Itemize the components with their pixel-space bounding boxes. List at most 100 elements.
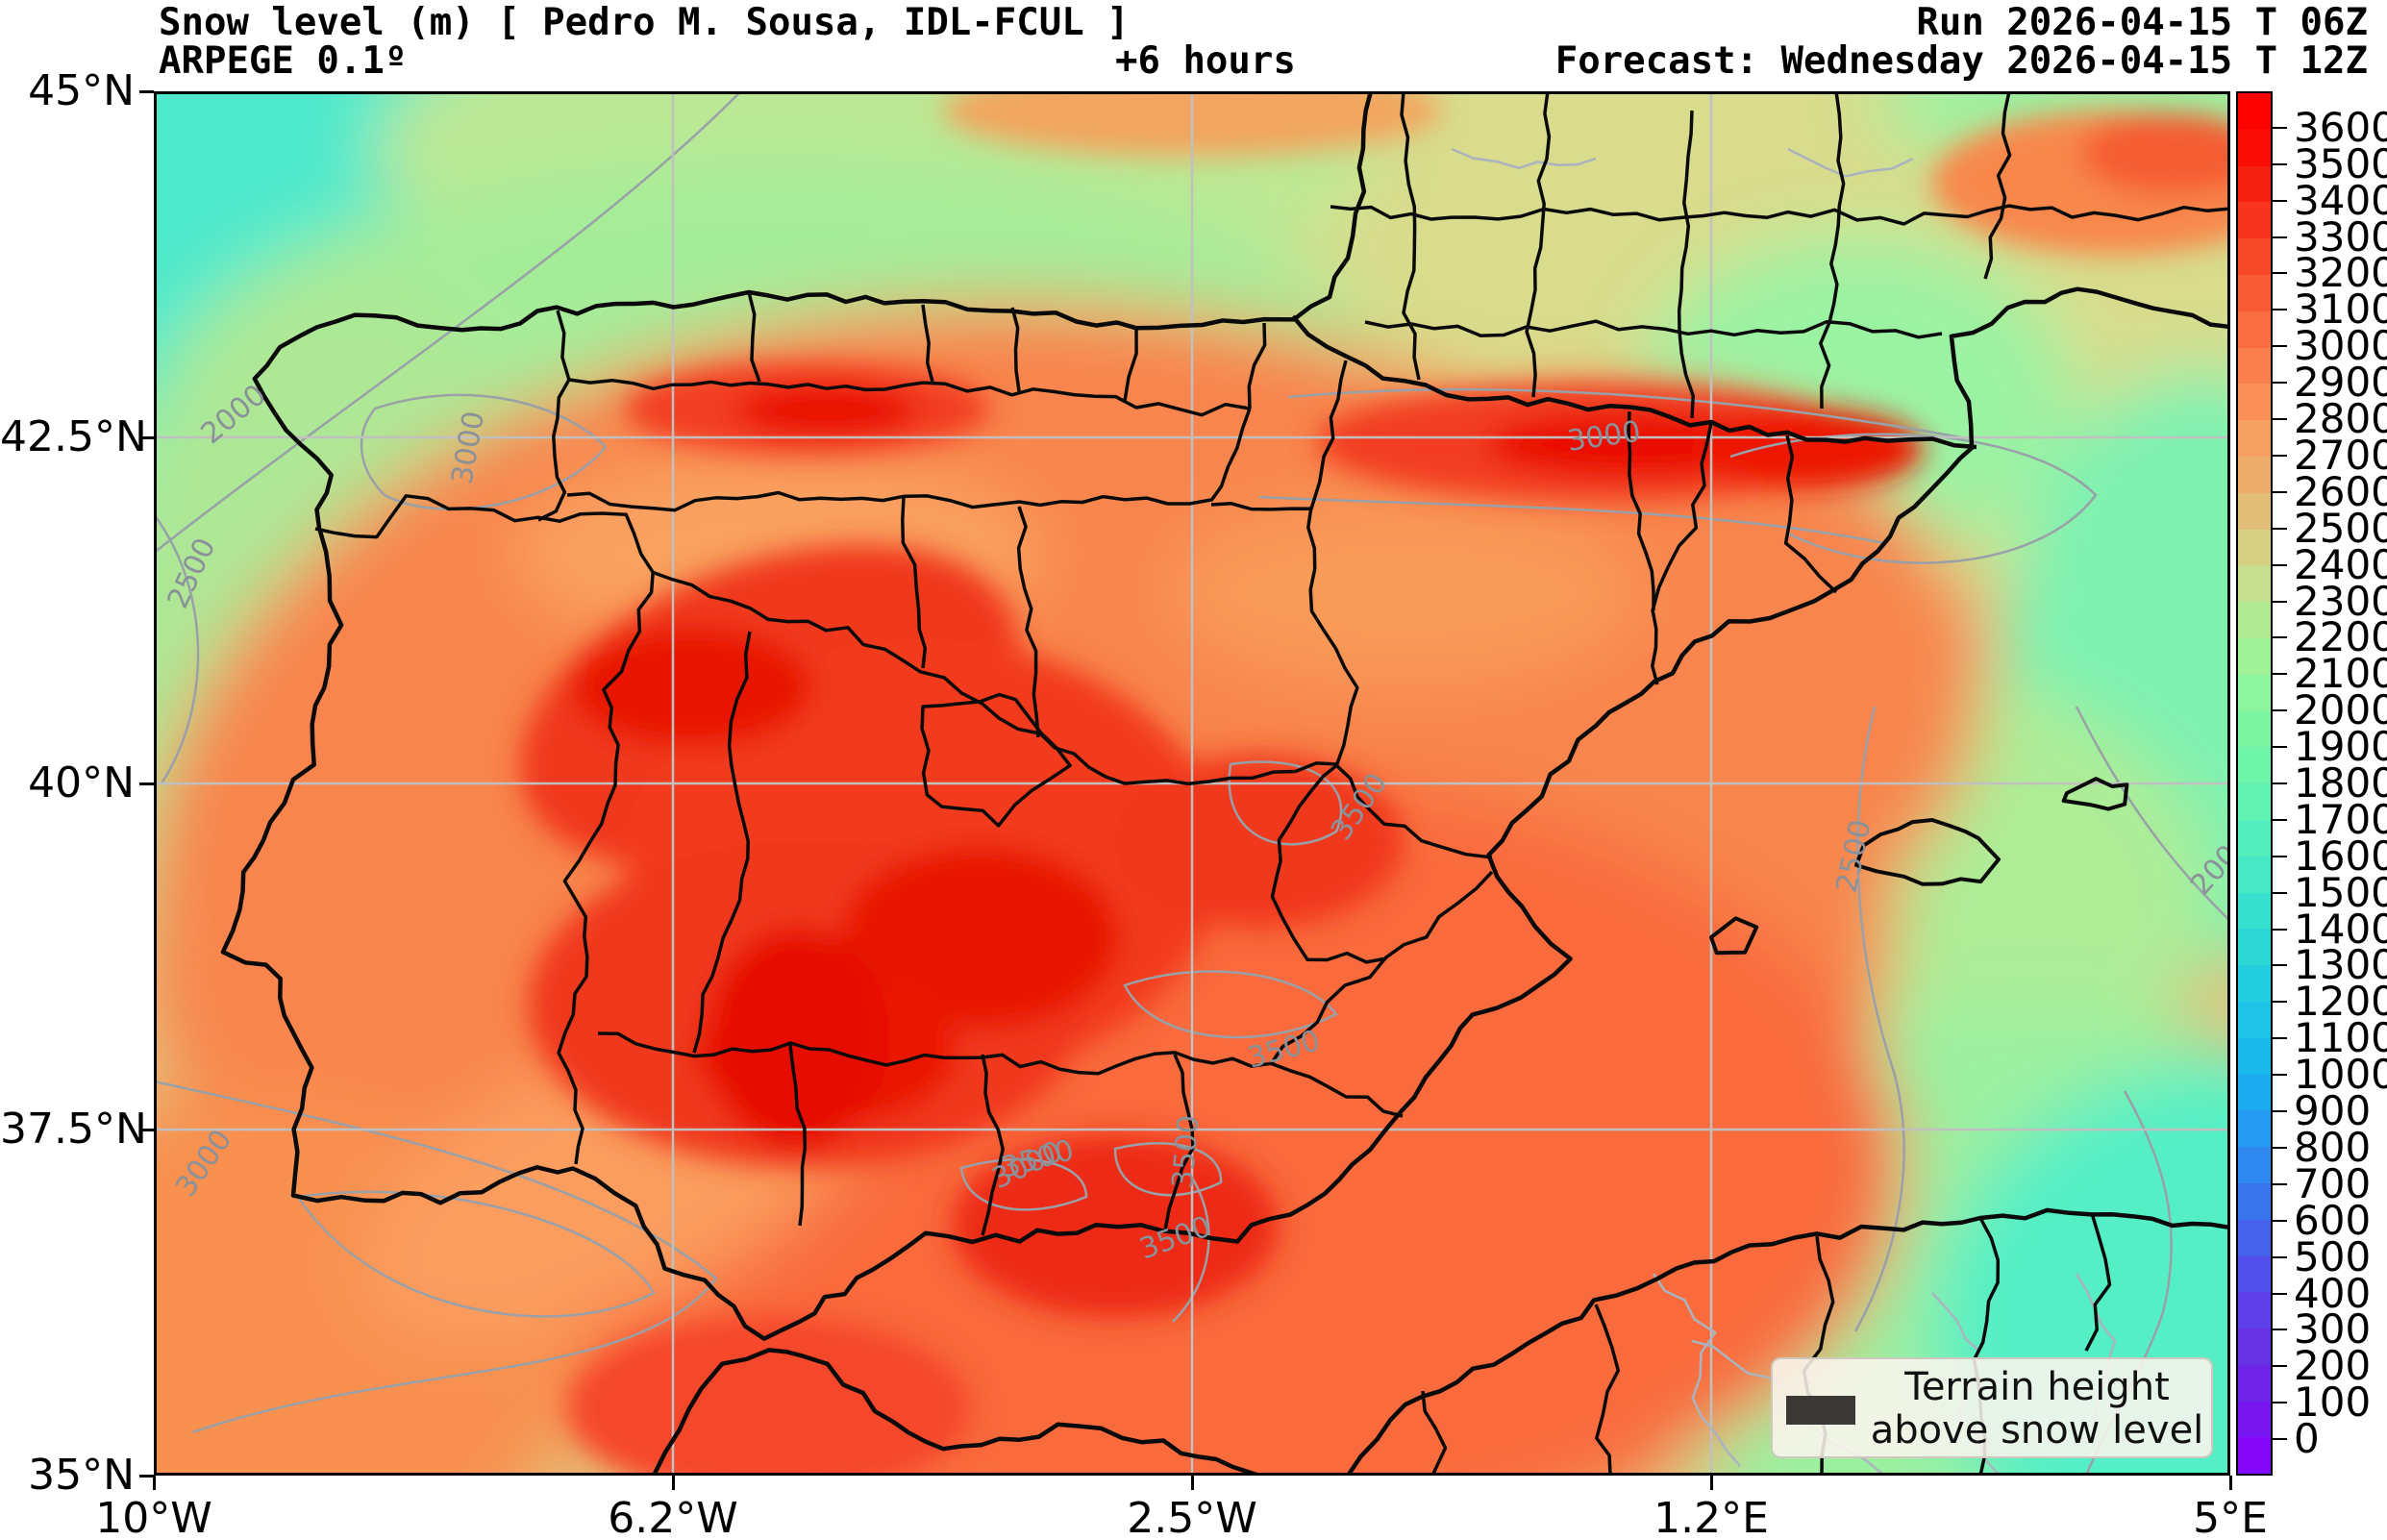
colorbar-segment xyxy=(2238,856,2271,893)
contour-line xyxy=(959,1157,1088,1211)
contour-line xyxy=(1729,433,2098,564)
colorbar-segment xyxy=(2238,274,2271,311)
colorbar-tick-label: 3000 xyxy=(2294,322,2387,370)
colorbar-segment xyxy=(2238,492,2271,530)
colorbar-tick-mark xyxy=(2273,309,2287,311)
admin-boundary xyxy=(651,1348,1260,1476)
admin-boundary xyxy=(1210,360,1348,511)
colorbar-tick-mark xyxy=(2273,382,2287,385)
contour-line xyxy=(1123,970,1338,1039)
run-label: Run 2026-04-15 T 06Z xyxy=(1916,1,2368,44)
colorbar-tick-mark xyxy=(2273,1182,2287,1185)
colorbar-tick-mark xyxy=(2273,636,2287,639)
colorbar-tick-mark xyxy=(2273,1037,2287,1040)
colorbar-tick-mark xyxy=(2273,782,2287,784)
admin-boundary xyxy=(1306,506,1493,859)
x-axis-tick-mark xyxy=(1190,1476,1194,1490)
colorbar-tick-mark xyxy=(2273,1402,2287,1404)
colorbar-segment xyxy=(2238,1292,2271,1329)
colorbar-tick-mark xyxy=(2273,1438,2287,1441)
colorbar-tick-label: 1400 xyxy=(2294,905,2387,953)
colorbar-tick-mark xyxy=(2273,1001,2287,1004)
admin-boundary xyxy=(920,692,1072,828)
contour-line xyxy=(2075,706,2230,923)
colorbar-segment xyxy=(2238,783,2271,820)
admin-boundary xyxy=(1330,204,2230,226)
colorbar-tick-label: 1700 xyxy=(2294,795,2387,843)
colorbar-segment xyxy=(2238,1329,2271,1365)
x-axis-tick-label: 2.5°W xyxy=(1127,1494,1257,1540)
colorbar-tick-label: 800 xyxy=(2294,1123,2372,1171)
colorbar-segment xyxy=(2238,1037,2271,1075)
secondary-boundary xyxy=(1451,147,1597,170)
colorbar-segment xyxy=(2238,93,2271,130)
colorbar-tick-mark xyxy=(2273,818,2287,821)
colorbar-segment xyxy=(2238,929,2271,966)
colorbar-segment xyxy=(2238,602,2271,638)
colorbar-segment xyxy=(2238,1147,2271,1183)
colorbar-tick-label: 1100 xyxy=(2294,1014,2387,1062)
colorbar-tick-label: 300 xyxy=(2294,1305,2372,1354)
admin-boundary xyxy=(1677,110,1695,419)
admin-boundary xyxy=(651,570,1339,786)
forecast-label: Forecast: Wednesday 2026-04-15 T 12Z xyxy=(1554,39,2368,83)
admin-boundary xyxy=(1627,410,1655,610)
colorbar-tick-label: 2900 xyxy=(2294,359,2387,407)
colorbar-tick-mark xyxy=(2273,418,2287,421)
contour-line xyxy=(1287,387,1962,439)
contour-line xyxy=(1113,1142,1223,1197)
x-axis-tick-mark xyxy=(671,1476,675,1490)
colorbar-tick-label: 2400 xyxy=(2294,540,2387,588)
y-axis-tick-mark xyxy=(139,89,154,93)
colorbar-segment xyxy=(2238,710,2271,748)
colorbar-segment xyxy=(2238,420,2271,457)
legend-swatch-terrain xyxy=(1786,1396,1855,1425)
colorbar-tick-mark xyxy=(2273,855,2287,857)
colorbar-tick-label: 700 xyxy=(2294,1159,2372,1207)
colorbar-segment xyxy=(2238,965,2271,1002)
colorbar-tick-label: 1200 xyxy=(2294,978,2387,1026)
colorbar-segment xyxy=(2238,129,2271,166)
colorbar-tick-label: 2500 xyxy=(2294,504,2387,552)
admin-boundary xyxy=(1270,762,1387,964)
admin-boundary xyxy=(566,408,1252,512)
coastline xyxy=(220,91,2230,1341)
colorbar-segment xyxy=(2238,1110,2271,1148)
colorbar-segment xyxy=(2238,637,2271,675)
y-axis-tick-mark xyxy=(139,1128,154,1131)
colorbar-segment xyxy=(2238,747,2271,784)
admin-boundary xyxy=(1247,322,1267,410)
colorbar-tick-mark xyxy=(2273,1365,2287,1368)
colorbar-tick-mark xyxy=(2273,236,2287,238)
colorbar-tick-mark xyxy=(2273,709,2287,712)
colorbar-segment xyxy=(2238,165,2271,203)
colorbar-tick-label: 0 xyxy=(2294,1415,2320,1463)
colorbar-tick-mark xyxy=(2273,199,2287,202)
admin-boundary xyxy=(1783,435,1838,594)
colorbar-tick-label: 3200 xyxy=(2294,249,2387,297)
colorbar-tick-label: 900 xyxy=(2294,1087,2372,1135)
admin-boundary xyxy=(1123,328,1138,402)
admin-boundary xyxy=(2084,1212,2112,1352)
colorbar-tick-label: 2600 xyxy=(2294,467,2387,515)
legend-label-line2: above snow level xyxy=(1870,1408,2204,1453)
map-plot-area: 2000 2500 3000 3000 3000 3500 3500 3500 3500 3500… xyxy=(154,91,2230,1476)
contour-line xyxy=(1853,706,1905,1332)
x-axis-tick-mark xyxy=(2228,1476,2232,1490)
x-axis-tick-label: 1.2°E xyxy=(1653,1494,1769,1540)
colorbar-segment xyxy=(2238,529,2271,566)
colorbar-tick-mark xyxy=(2273,345,2287,348)
y-axis-tick-label: 42.5°N xyxy=(0,412,147,461)
admin-boundary xyxy=(314,494,655,1165)
colorbar-tick-label: 600 xyxy=(2294,1196,2372,1244)
colorbar-tick-mark xyxy=(2273,891,2287,894)
colorbar-tick-mark xyxy=(2273,1329,2287,1331)
colorbar-segment xyxy=(2238,892,2271,930)
contour-line xyxy=(1258,495,1885,545)
admin-boundary xyxy=(568,378,1251,417)
contour-line xyxy=(154,91,743,554)
secondary-boundary xyxy=(1787,147,1914,178)
colorbar-segment xyxy=(2238,1001,2271,1038)
colorbar xyxy=(2236,91,2273,1476)
